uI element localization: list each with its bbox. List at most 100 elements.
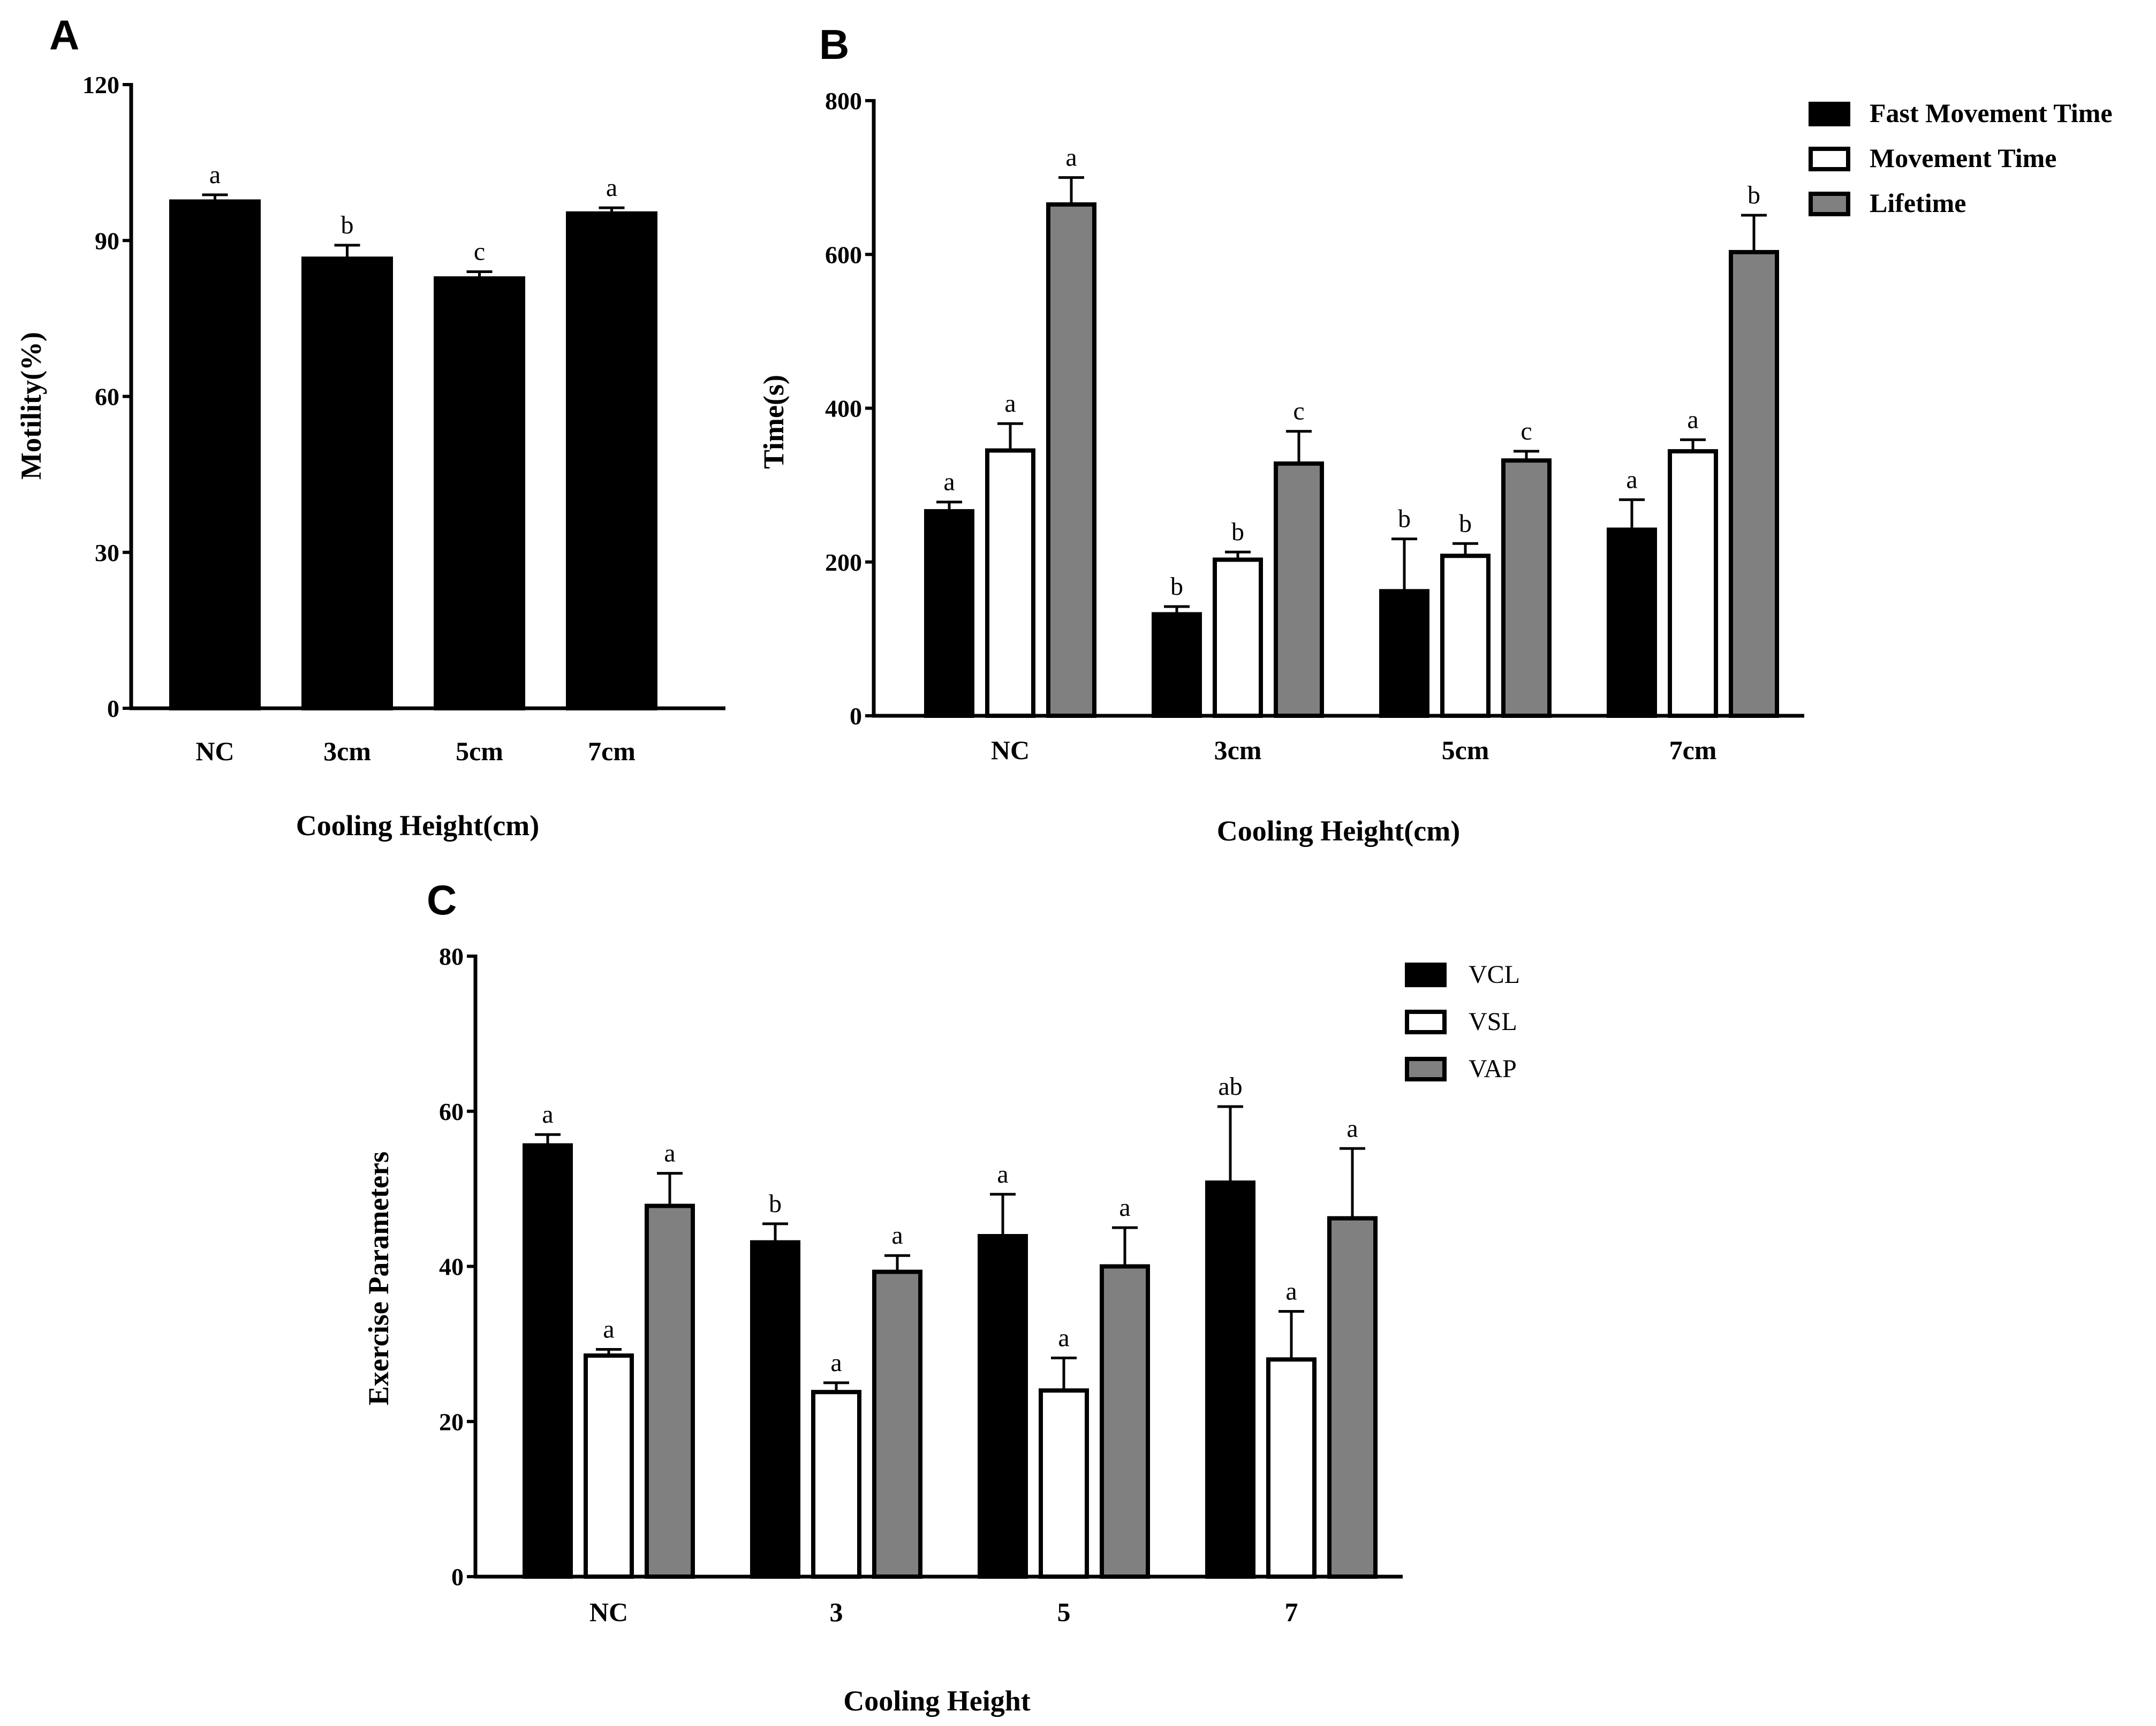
y-tick-label: 600: [825, 241, 862, 268]
bar-vcl: [1205, 1180, 1255, 1579]
panel-c-letter: C: [427, 876, 457, 923]
significance-label: a: [603, 1315, 614, 1344]
legend-swatch: [1405, 1057, 1447, 1081]
significance-label: a: [830, 1349, 842, 1377]
y-tick-label: 400: [825, 395, 862, 422]
panel-b-time-chart: 0 200 400 600 800 Time(s) Cooling Height(cm) a a…: [758, 87, 2113, 847]
bar-vap: [1327, 1216, 1378, 1579]
bar-motility: [434, 276, 525, 710]
bar-movement-time: [985, 448, 1035, 718]
y-tick-label: 0: [850, 702, 862, 730]
legend-label: VCL: [1469, 960, 1520, 989]
significance-label: b: [341, 211, 354, 239]
bar-fast-movement-time: [924, 509, 974, 718]
panel-b-letter: B: [819, 21, 849, 68]
legend-swatch: [1405, 1010, 1447, 1034]
x-category-label: 3cm: [1214, 735, 1262, 765]
legend-label: VSL: [1469, 1008, 1517, 1036]
significance-label: b: [1231, 518, 1244, 546]
y-tick-label: 90: [95, 227, 119, 254]
x-category-label: 5cm: [1442, 735, 1489, 765]
y-tick-label: 800: [825, 87, 862, 115]
significance-label: a: [1346, 1114, 1358, 1142]
y-tick-label: 80: [439, 943, 464, 970]
significance-label: a: [606, 173, 617, 202]
y-tick-label: 60: [95, 383, 119, 411]
significance-label: a: [943, 468, 955, 496]
y-tick-label: 0: [107, 695, 119, 722]
significance-label: ab: [1218, 1072, 1242, 1101]
y-tick-label: 20: [439, 1408, 464, 1435]
significance-label: b: [1459, 509, 1472, 538]
bar-movement-time: [1213, 557, 1263, 718]
bar-motility: [301, 256, 393, 710]
legend-label: Movement Time: [1870, 143, 2056, 173]
panel-c-exercise-parameters-chart: 0 20 40 60 80 Exercise Parameters Cooling Heig…: [362, 943, 1520, 1717]
bar-lifetime: [1046, 202, 1096, 718]
legend-swatch: [1809, 102, 1850, 126]
y-tick-label: 0: [451, 1563, 464, 1591]
y-tick-label: 120: [82, 71, 119, 99]
legend-swatch: [1405, 963, 1447, 987]
significance-label: c: [474, 238, 485, 266]
significance-label: a: [997, 1160, 1008, 1188]
significance-label: a: [664, 1139, 675, 1168]
significance-label: c: [1520, 417, 1532, 445]
bar-vsl: [584, 1353, 634, 1579]
significance-label: a: [891, 1221, 903, 1250]
significance-label: a: [1626, 465, 1637, 494]
significance-label: a: [1065, 143, 1077, 172]
bar-fast-movement-time: [1379, 589, 1429, 718]
bar-vap: [872, 1269, 922, 1579]
bar-vap: [645, 1203, 695, 1579]
bar-lifetime: [1729, 249, 1779, 718]
bar-motility: [169, 199, 261, 710]
significance-label: c: [1293, 397, 1304, 426]
x-category-label: 5cm: [456, 736, 503, 766]
x-axis-title: Cooling Height(cm): [1217, 815, 1460, 847]
significance-label: b: [1170, 572, 1183, 601]
y-tick-label: 200: [825, 549, 862, 576]
significance-label: a: [1119, 1193, 1130, 1222]
significance-label: a: [1004, 389, 1016, 418]
bar-vcl: [523, 1143, 573, 1579]
x-category-label: NC: [589, 1597, 628, 1627]
bar-vap: [1100, 1264, 1150, 1579]
bar-lifetime: [1274, 461, 1324, 718]
legend-swatch: [1809, 192, 1850, 216]
x-category-label: 5: [1057, 1597, 1071, 1627]
x-axis-title: Cooling Height: [843, 1685, 1031, 1717]
y-axis-title: Time(s): [758, 375, 790, 469]
significance-label: b: [1398, 505, 1411, 533]
x-category-label: 7cm: [1669, 735, 1717, 765]
x-category-label: 7cm: [588, 736, 636, 766]
bar-movement-time: [1668, 449, 1718, 718]
y-axis-title: Exercise Parameters: [362, 1152, 395, 1405]
y-axis-title: Motility(%): [15, 332, 47, 480]
significance-label: a: [542, 1100, 553, 1129]
y-tick-label: 40: [439, 1253, 464, 1281]
bar-movement-time: [1440, 554, 1491, 718]
x-category-label: NC: [991, 735, 1030, 765]
significance-label: a: [209, 161, 221, 189]
legend-label: Fast Movement Time: [1870, 98, 2113, 128]
bar-vcl: [750, 1240, 800, 1579]
y-tick-label: 60: [439, 1098, 464, 1125]
y-tick-label: 30: [95, 539, 119, 566]
panel-a-letter: A: [49, 11, 79, 58]
bar-lifetime: [1501, 458, 1552, 718]
significance-label: b: [1748, 181, 1760, 209]
legend-label: VAP: [1469, 1055, 1517, 1083]
x-category-label: 7: [1285, 1597, 1298, 1627]
significance-label: b: [769, 1190, 782, 1218]
legend-label: Lifetime: [1870, 188, 1966, 218]
bar-vsl: [1266, 1357, 1317, 1579]
panel-a-motility-chart: 0 30 60 90 120 Motility(%) Cooling Height(cm) a…: [15, 71, 725, 842]
bar-vcl: [978, 1233, 1028, 1579]
bar-fast-movement-time: [1152, 612, 1202, 718]
legend-swatch: [1809, 147, 1850, 171]
bar-vsl: [811, 1390, 861, 1579]
significance-label: a: [1285, 1277, 1297, 1306]
x-category-label: 3cm: [323, 736, 371, 766]
